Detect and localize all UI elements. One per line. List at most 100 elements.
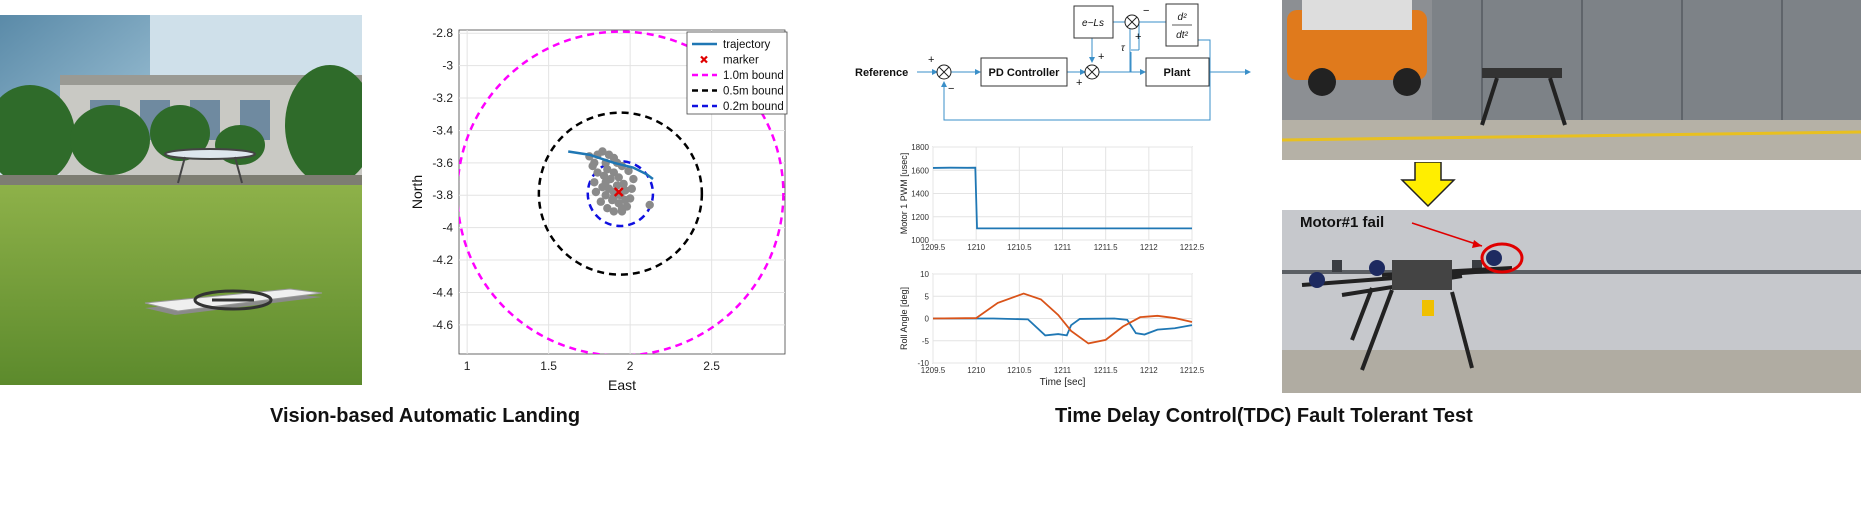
scatter-point [619, 179, 628, 189]
drone-fault-photo [1282, 210, 1861, 393]
x-tick-label: 1211 [1054, 243, 1072, 252]
legend-label: 0.2m bound [723, 101, 784, 113]
scatter-point [591, 187, 601, 197]
sum3-minus: − [1143, 5, 1149, 17]
y-tick-label: -2.8 [432, 26, 453, 40]
tdc-block-diagram: Reference PD Controller Plant e−Ls d² dt… [855, 0, 1255, 130]
scatter-point [609, 207, 619, 216]
y-tick-label: -4.4 [432, 285, 453, 299]
series-line-1 [933, 317, 1193, 337]
x-tick-label: 1211.5 [1094, 243, 1118, 252]
reference-label: Reference [855, 67, 908, 79]
y-axis-label: Roll Angle [deg] [899, 287, 909, 350]
y-tick-label: -3.4 [432, 123, 453, 137]
series-line-2 [932, 292, 1193, 345]
roll-chart: 1209.5 1210 1210.5 1211 1211.5 1212 1212.5 -10 -… [895, 266, 1215, 398]
drone-hangar-photo [1282, 0, 1861, 160]
x-tick-label: 1211.5 [1094, 366, 1118, 375]
y-tick-label: -10 [917, 359, 929, 368]
x-tick-label: 1212.5 [1180, 243, 1205, 252]
sum1-minus: − [948, 83, 954, 95]
x-axis-label: East [608, 377, 636, 393]
scatter-point [590, 178, 599, 187]
bound-circle-0.5m [537, 111, 704, 276]
y-axis-label: North [409, 175, 425, 209]
scatter-point [614, 173, 623, 182]
scatter-point [593, 168, 602, 177]
x-tick-label: 1212.5 [1180, 366, 1205, 375]
x-tick-label: 1212 [1140, 366, 1158, 375]
y-tick-label: -5 [922, 337, 930, 346]
y-tick-label: 5 [925, 292, 930, 301]
x-tick-label: 1209.5 [921, 243, 946, 252]
legend-label: 1.0m bound [723, 70, 784, 82]
x-tick-label: 1 [464, 359, 471, 373]
y-tick-label: 1600 [911, 166, 929, 175]
scatter-point [596, 197, 606, 206]
marker-point [613, 187, 624, 197]
scatter-point [645, 200, 654, 210]
derivative-numerator: d² [1178, 12, 1188, 23]
motor-fail-label: Motor#1 fail [1300, 214, 1385, 231]
y-tick-label: 1400 [911, 190, 929, 199]
legend-label: trajectory [723, 39, 771, 51]
landing-chart-svg: 1 1.5 2 2.5 -2.8 -3 -3.2 -3.4 -3.6 -3.8 -4 -4.2 -4.4… [409, 26, 788, 393]
x-tick-label: 2 [627, 359, 634, 373]
x-tick-label: 2.5 [703, 359, 720, 373]
scatter-point [629, 174, 638, 184]
scatter-point [601, 191, 610, 200]
legend-label: 0.5m bound [723, 86, 784, 98]
scatter-point [588, 161, 597, 171]
bound-circle-0.2m [586, 159, 655, 228]
roll-chart-svg: 1209.5 1210 1210.5 1211 1211.5 1212 1212.5 -10 -… [899, 270, 1205, 388]
legend-box [686, 31, 788, 115]
plot-content [459, 30, 785, 354]
y-tick-label: -3.6 [432, 156, 453, 170]
y-tick-label: -4.2 [432, 253, 453, 267]
down-arrow-icon [1398, 161, 1458, 208]
scatter-point [617, 204, 627, 213]
right-caption: Time Delay Control(TDC) Fault Tolerant T… [1055, 405, 1473, 427]
x-tick-label: 1209.5 [921, 366, 946, 375]
x-axis-label: Time [sec] [1040, 377, 1086, 388]
pwm-chart: 1209.5 1210 1210.5 1211 1211.5 1212 1212.5 1000… [895, 140, 1215, 265]
scatter-point [612, 181, 622, 190]
x-tick-label: 1210 [967, 243, 985, 252]
scatter-point [604, 184, 614, 193]
trajectory-line [568, 150, 654, 181]
y-tick-label: 0 [925, 315, 930, 324]
bound-circle-1m [459, 30, 785, 354]
x-tick-label: 1211 [1054, 366, 1072, 375]
motor-fail-arrowhead [1472, 240, 1482, 248]
sum2-plus-top: + [1098, 51, 1104, 63]
derivative-denominator: dt² [1176, 30, 1188, 41]
plant-label: Plant [1164, 67, 1191, 79]
delay-block [1073, 5, 1114, 39]
y-tick-label: 1000 [911, 236, 929, 245]
pd-controller-label: PD Controller [989, 67, 1061, 79]
y-tick-label: -3.2 [432, 91, 453, 105]
landing-field-photo [0, 15, 362, 385]
tau-label: τ [1121, 43, 1126, 54]
x-tick-label: 1210 [967, 366, 985, 375]
y-tick-label: 1200 [911, 213, 929, 222]
landing-chart: 1 1.5 2 2.5 -2.8 -3 -3.2 -3.4 -3.6 -3.8 -4 -4.2 -4.4… [400, 18, 800, 400]
sum1-plus: + [928, 54, 934, 66]
pd-controller-block [980, 57, 1068, 87]
plant-block [1145, 57, 1210, 87]
scatter-point [601, 178, 610, 187]
x-tick-label: 1.5 [540, 359, 557, 373]
y-axis-label: Motor 1 PWM [usec] [899, 153, 909, 235]
y-tick-label: -3.8 [432, 188, 453, 202]
delay-label: e−Ls [1082, 18, 1104, 29]
scatter-point [624, 166, 633, 176]
pwm-chart-svg: 1209.5 1210 1210.5 1211 1211.5 1212 1212.5 1000… [899, 143, 1205, 252]
scatter-point [599, 171, 609, 180]
y-tick-label: 10 [920, 270, 929, 279]
y-tick-label: -4 [442, 221, 453, 235]
y-tick-label: -3 [442, 59, 453, 73]
series-line-1 [932, 166, 1192, 230]
scatter-point [603, 204, 612, 213]
y-tick-label: -4.6 [432, 318, 453, 332]
x-tick-label: 1210.5 [1007, 243, 1032, 252]
